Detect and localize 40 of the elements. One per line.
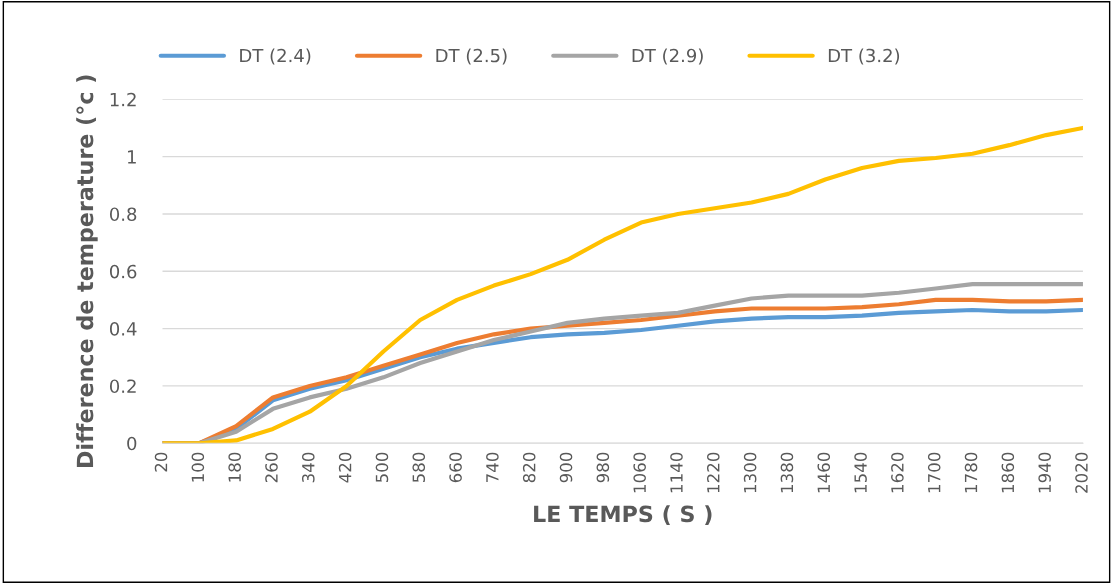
x-tick-label: 580 [412,452,426,483]
x-tick-label: 260 [265,452,278,483]
x-tick-label: 100 [191,452,205,482]
x-tick-label: 1940 [1038,452,1051,493]
x-tick-label: 1140 [670,452,683,493]
legend-label: DT (2.9) [632,48,703,65]
y-tick-label: 0 [127,436,137,451]
y-axis-title: Difference de temperature (°c ) [76,75,98,467]
x-tick-label: 740 [486,452,499,483]
x-tick-label: 1060 [633,452,646,493]
x-tick-label: 180 [228,452,241,482]
x-tick-label: 2020 [1075,452,1088,493]
x-tick-label: 1860 [1001,452,1015,493]
x-tick-label: 500 [375,452,389,483]
x-tick-label: 420 [338,452,352,483]
legend-label: DT (2.5) [436,48,507,65]
legend-label: DT (2.4) [240,48,311,65]
x-tick-label: 1220 [707,452,720,493]
x-tick-label: 1300 [743,452,757,493]
x-tick-label: 980 [596,452,610,483]
x-tick-label: 20 [154,452,168,472]
x-tick-label: 660 [449,452,462,483]
x-tick-label: 340 [302,452,315,483]
x-tick-label: 1540 [854,452,867,493]
y-tick-label: 0.4 [109,322,137,336]
x-tick-label: 1780 [964,452,978,493]
x-tick-label: 900 [559,452,573,483]
x-tick-label: 1700 [927,452,941,493]
y-tick-label: 0.8 [109,207,137,222]
y-tick-label: 1 [127,150,136,164]
x-tick-label: 1620 [891,452,904,493]
y-tick-label: 0.6 [109,264,137,279]
y-tick-label: 0.2 [109,379,136,394]
x-axis-title: LE TEMPS ( S ) [534,505,712,525]
x-tick-label: 1460 [817,452,831,493]
legend-label: DT (3.2) [828,48,900,65]
line-series [162,125,1083,444]
y-tick-label: 1.2 [110,92,136,107]
x-tick-label: 1380 [780,452,794,493]
x-tick-label: 820 [522,452,536,483]
